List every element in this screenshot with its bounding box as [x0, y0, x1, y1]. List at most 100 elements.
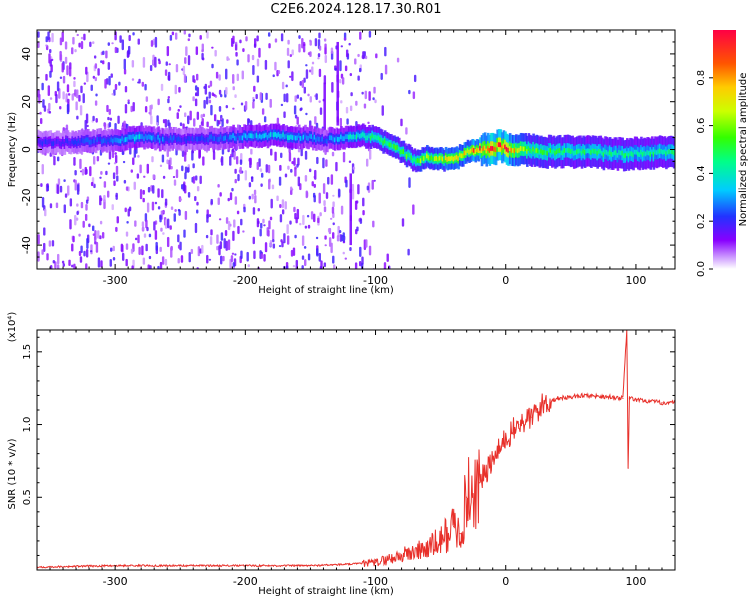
noise-cell [332, 212, 335, 219]
noise-cell [274, 151, 277, 162]
noise-cell [160, 83, 164, 91]
noise-cell [85, 263, 88, 269]
noise-cell [361, 91, 364, 95]
ridge-core [463, 150, 467, 156]
ridge-core [165, 136, 168, 142]
noise-cell [263, 116, 267, 123]
noise-cell [304, 150, 308, 160]
noise-cell [82, 220, 85, 228]
ridge-core [383, 138, 387, 144]
ridge-core [91, 139, 95, 144]
noise-cell [234, 41, 238, 45]
ridge-core [504, 144, 507, 150]
noise-cell [78, 42, 81, 48]
ridge-core [99, 136, 103, 142]
noise-cell [348, 42, 351, 46]
noise-cell [324, 244, 327, 247]
noise-cell [232, 148, 235, 153]
noise-cell [247, 264, 250, 268]
bottom-y-tick-label: 1.0 [22, 417, 33, 433]
bottom-plot-frame [36, 329, 676, 571]
noise-cell [271, 229, 275, 240]
ridge-core [446, 157, 449, 162]
noise-cell [328, 237, 332, 247]
ridge-core [194, 136, 198, 141]
noise-cell [177, 234, 180, 243]
ridge-core [221, 136, 224, 142]
noise-cell [260, 183, 263, 187]
noise-cell [230, 255, 234, 263]
ridge-core [665, 151, 668, 157]
noise-cell [268, 43, 271, 49]
ridge-core [544, 150, 548, 156]
noise-cell [152, 174, 155, 180]
noise-cell [127, 101, 130, 105]
snr-data-point [400, 554, 403, 557]
noise-cell [312, 192, 316, 198]
noise-cell [166, 218, 170, 229]
noise-cell [51, 240, 55, 247]
noise-cell [139, 164, 142, 174]
noise-cell [280, 33, 284, 42]
noise-cell [226, 119, 229, 124]
noise-cell [325, 192, 329, 199]
ridge-core [94, 139, 98, 145]
noise-cell [47, 31, 50, 41]
noise-cell [272, 238, 275, 243]
ridge-core [604, 149, 607, 155]
ridge-core [368, 133, 371, 139]
ridge-core [105, 139, 109, 145]
noise-cell [162, 119, 166, 124]
noise-cell [227, 197, 230, 202]
ridge-core [154, 137, 157, 142]
ridge-core [480, 148, 484, 154]
noise-cell [291, 161, 294, 165]
noise-cell [351, 183, 355, 192]
noise-cell [252, 64, 255, 76]
ridge-core [624, 153, 628, 158]
noise-cell [248, 157, 251, 162]
ridge-core [247, 133, 251, 139]
noise-cell [340, 45, 343, 48]
ridge-core [496, 142, 499, 148]
ridge-core [566, 147, 570, 153]
noise-cell [303, 43, 306, 47]
top-x-tick-label: 0 [502, 274, 509, 287]
noise-cell [287, 60, 290, 69]
ridge-core [219, 134, 223, 140]
top-y-axis-label: Frequency (Hz) [7, 112, 18, 188]
noise-cell [292, 264, 296, 268]
noise-cell [268, 220, 271, 230]
ridge-core [126, 136, 129, 142]
noise-cell [41, 82, 44, 91]
ridge-core [147, 134, 151, 139]
noise-cell [251, 54, 255, 61]
noise-cell [206, 254, 209, 264]
noise-cell [356, 226, 359, 232]
ridge-core [191, 136, 195, 142]
noise-cell [50, 265, 53, 269]
ridge-core [616, 152, 620, 158]
noise-cell [183, 74, 187, 83]
noise-cell [127, 208, 130, 217]
noise-cell [232, 107, 235, 110]
noise-cell [169, 157, 172, 166]
ridge-core [229, 134, 232, 140]
noise-cell [344, 257, 347, 260]
noise-cell [128, 45, 131, 55]
noise-cell [79, 170, 83, 173]
ridge-core [421, 155, 424, 161]
noise-cell [141, 226, 145, 232]
noise-cell [339, 117, 343, 127]
noise-cell [372, 220, 375, 228]
noise-cell [234, 178, 237, 184]
noise-cell [357, 53, 360, 58]
colorbar-tick-label: 0.6 [696, 118, 707, 134]
noise-cell [160, 227, 163, 232]
noise-cell [332, 255, 335, 264]
noise-cell [211, 46, 214, 49]
noise-cell [294, 166, 297, 177]
noise-cell [315, 236, 319, 240]
ridge-core [166, 136, 170, 142]
noise-cell [256, 58, 260, 67]
